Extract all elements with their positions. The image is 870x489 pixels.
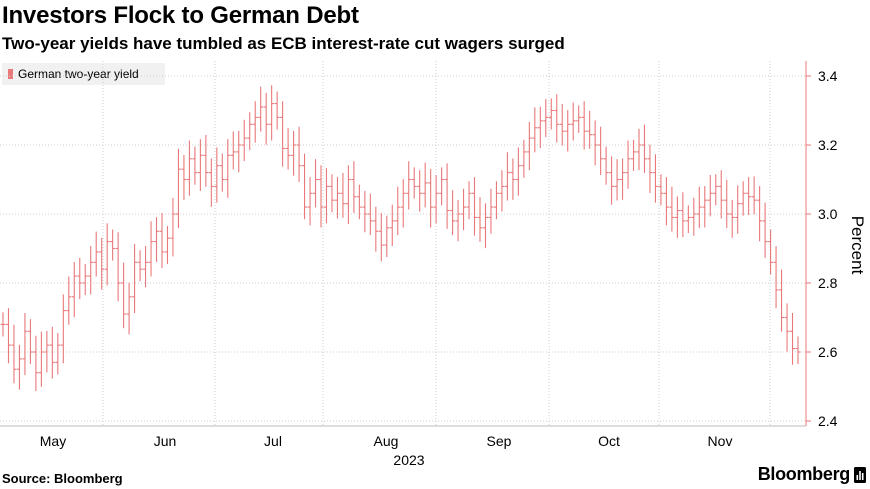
y-tick-label: 3.4: [818, 68, 838, 84]
y-tick-label: 3.0: [818, 206, 838, 222]
y-tick-label: 2.8: [818, 275, 838, 291]
x-tick-label: May: [40, 433, 66, 449]
y-tick-label: 2.6: [818, 344, 838, 360]
legend-swatch: [8, 69, 13, 79]
x-tick-label: Oct: [598, 433, 620, 449]
x-tick-label: Jun: [154, 433, 177, 449]
bloomberg-terminal-icon: [854, 466, 866, 483]
chart-title: Investors Flock to German Debt: [2, 2, 359, 29]
y-axis-label: Percent: [848, 216, 867, 275]
y-tick-label: 3.2: [818, 137, 838, 153]
x-tick-label: Aug: [374, 433, 399, 449]
chart-subtitle: Two-year yields have tumbled as ECB inte…: [2, 34, 565, 53]
x-year-label: 2023: [393, 452, 424, 468]
x-tick-label: Sep: [487, 433, 512, 449]
x-tick-label: Jul: [264, 433, 282, 449]
x-tick-label: Nov: [708, 433, 733, 449]
y-tick-label: 2.4: [818, 413, 838, 429]
brand-logo: Bloomberg: [758, 464, 866, 485]
legend-label: German two-year yield: [18, 67, 139, 81]
chart-legend: German two-year yield: [2, 63, 165, 85]
source-note: Source: Bloomberg: [2, 471, 123, 486]
brand-name: Bloomberg: [757, 464, 851, 484]
